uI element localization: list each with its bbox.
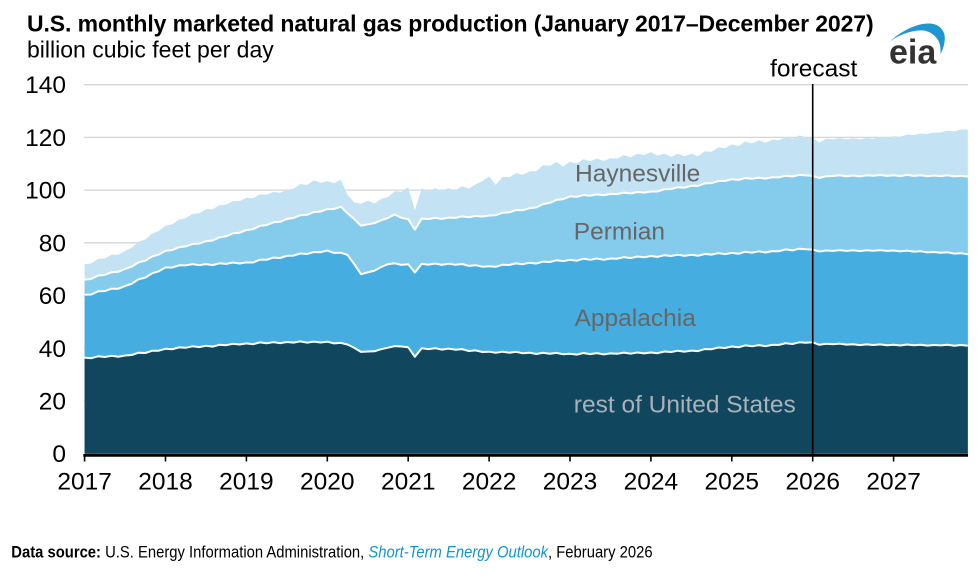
svg-text:Appalachia: Appalachia [575,305,697,332]
svg-text:40: 40 [39,336,66,363]
svg-text:2023: 2023 [543,469,598,496]
svg-text:120: 120 [25,125,66,152]
svg-text:Haynesville: Haynesville [575,161,700,188]
svg-text:2018: 2018 [138,469,193,496]
svg-text:rest of United States: rest of United States [574,392,796,419]
svg-text:2022: 2022 [462,469,517,496]
svg-text:140: 140 [25,72,66,99]
svg-text:2026: 2026 [785,469,840,496]
svg-text:2019: 2019 [219,469,274,496]
svg-text:2021: 2021 [381,469,436,496]
svg-text:100: 100 [25,178,66,205]
svg-text:Data source: U.S. Energy Infor: Data source: U.S. Energy Information Adm… [11,543,652,561]
svg-text:Permian: Permian [574,219,665,246]
svg-text:billion cubic feet per day: billion cubic feet per day [27,37,274,63]
svg-text:2027: 2027 [866,469,921,496]
svg-text:80: 80 [39,230,66,257]
svg-text:2024: 2024 [624,469,679,496]
svg-text:U.S. monthly marketed natural: U.S. monthly marketed natural gas produc… [27,11,874,37]
svg-text:forecast: forecast [770,56,857,83]
svg-text:20: 20 [39,389,66,416]
svg-text:0: 0 [52,441,66,468]
svg-text:eia: eia [889,34,937,72]
svg-text:2025: 2025 [705,469,760,496]
svg-text:2017: 2017 [57,469,112,496]
svg-text:2020: 2020 [300,469,355,496]
svg-text:60: 60 [39,283,66,310]
